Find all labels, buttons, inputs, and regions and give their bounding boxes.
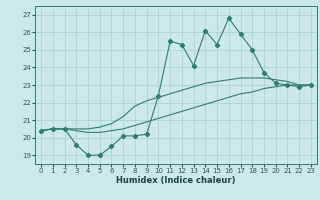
X-axis label: Humidex (Indice chaleur): Humidex (Indice chaleur) (116, 176, 236, 185)
